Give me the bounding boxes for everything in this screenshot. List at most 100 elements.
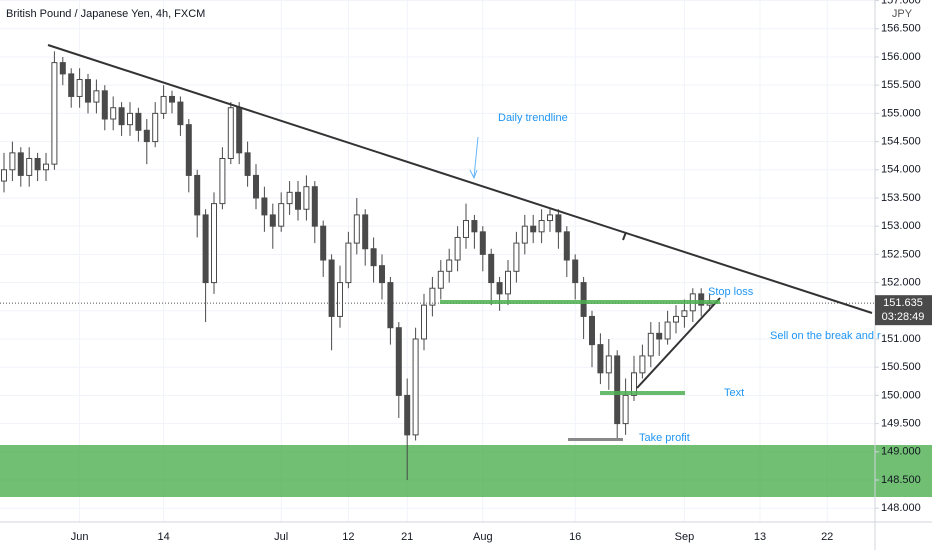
break-mark xyxy=(622,231,627,241)
candle-body xyxy=(437,270,444,289)
x-tick-label: 13 xyxy=(754,531,766,543)
y-tick-label: 152.000 xyxy=(881,276,921,288)
candle-body xyxy=(236,107,243,154)
take-profit-level xyxy=(568,438,623,441)
x-tick-label: 22 xyxy=(821,531,833,543)
x-tick-label: 14 xyxy=(157,531,169,543)
y-tick-label: 148.000 xyxy=(881,502,921,514)
candle-body xyxy=(177,101,184,126)
candle-body xyxy=(589,315,595,346)
candle-body xyxy=(362,214,369,250)
y-tick-label: 154.000 xyxy=(881,164,921,176)
candle-body xyxy=(496,282,503,295)
y-axis-unit: JPY xyxy=(892,8,913,20)
candle-body xyxy=(345,242,352,284)
candle-body xyxy=(404,394,411,436)
annotation: Daily trendline xyxy=(498,112,568,124)
candle-body xyxy=(118,107,125,126)
x-tick-label: 21 xyxy=(401,531,413,543)
candle-body xyxy=(328,259,335,317)
candle-body xyxy=(51,62,58,165)
y-tick-label: 151.000 xyxy=(881,333,921,345)
candle-body xyxy=(681,310,688,317)
candle-body xyxy=(101,90,108,120)
candles xyxy=(0,51,875,480)
candle-body xyxy=(597,344,604,374)
candle-body xyxy=(454,236,461,261)
candle-body xyxy=(143,129,150,143)
candle-body xyxy=(656,332,663,340)
candle-body xyxy=(387,282,394,329)
candle-body xyxy=(169,95,175,103)
y-tick-label: 153.500 xyxy=(881,192,921,204)
candle-body xyxy=(605,355,612,374)
candle-body xyxy=(76,79,83,97)
candle-body xyxy=(429,287,436,306)
y-tick-label: 156.500 xyxy=(881,23,921,35)
y-tick-label: 150.000 xyxy=(881,389,921,401)
candle-body xyxy=(395,327,402,396)
candle-body xyxy=(185,124,192,176)
candle-body xyxy=(631,372,637,396)
candle-body xyxy=(43,163,49,171)
candle-body xyxy=(34,157,41,171)
y-tick-label: 154.500 xyxy=(881,135,921,147)
candle-body xyxy=(278,203,285,227)
y-tick-label: 153.000 xyxy=(881,220,921,232)
candle-body xyxy=(622,394,629,425)
arrow xyxy=(473,136,479,178)
candle-body xyxy=(59,62,66,75)
y-tick-label: 152.500 xyxy=(881,248,921,260)
demand-zone xyxy=(0,445,932,497)
candle-body xyxy=(538,220,545,233)
candle-body xyxy=(194,174,201,216)
candle-body xyxy=(320,225,327,261)
y-tick-label: 148.500 xyxy=(881,474,921,486)
candle-body xyxy=(337,282,343,317)
price-label-box xyxy=(875,295,932,326)
candle-body xyxy=(572,259,579,284)
annotation: Take profit xyxy=(639,432,690,444)
candle-body xyxy=(479,231,486,255)
candle-body xyxy=(370,248,377,267)
rising-trendline xyxy=(636,297,721,389)
candle-body xyxy=(261,197,268,216)
y-tick-label: 155.500 xyxy=(881,79,921,91)
candle-body xyxy=(463,220,469,238)
candle-body xyxy=(488,253,495,284)
annotation: Text xyxy=(724,387,744,399)
candle-body xyxy=(110,107,117,120)
candle-body xyxy=(555,214,562,233)
y-tick-label: 157.000 xyxy=(881,0,921,6)
candle-body xyxy=(152,112,159,143)
y-tick-label: 150.500 xyxy=(881,361,921,373)
candle-body xyxy=(698,293,705,306)
price-label: 151.635 xyxy=(883,297,923,309)
candle-body xyxy=(505,270,511,295)
candle-body xyxy=(664,321,671,340)
candle-body xyxy=(647,332,654,357)
x-tick-label: Aug xyxy=(473,531,493,543)
y-tick-label: 155.000 xyxy=(881,107,921,119)
candle-body xyxy=(353,214,360,244)
candle-body xyxy=(160,95,167,114)
candle-body xyxy=(521,225,528,244)
candle-body xyxy=(227,107,234,159)
candle-body xyxy=(1,169,7,182)
candle-body xyxy=(547,214,553,222)
candle-body xyxy=(563,231,570,261)
candle-body xyxy=(530,225,537,233)
candle-body xyxy=(9,152,16,171)
candle-body xyxy=(639,355,646,374)
candle-body xyxy=(219,157,226,205)
x-tick-label: Sep xyxy=(675,531,695,543)
candle-body xyxy=(26,157,33,176)
candle-body xyxy=(211,203,217,284)
x-tick-label: Jun xyxy=(71,531,89,543)
candle-body xyxy=(135,112,142,131)
countdown: 03:28:49 xyxy=(882,311,925,323)
candle-body xyxy=(127,112,133,126)
candle-body xyxy=(421,304,427,340)
